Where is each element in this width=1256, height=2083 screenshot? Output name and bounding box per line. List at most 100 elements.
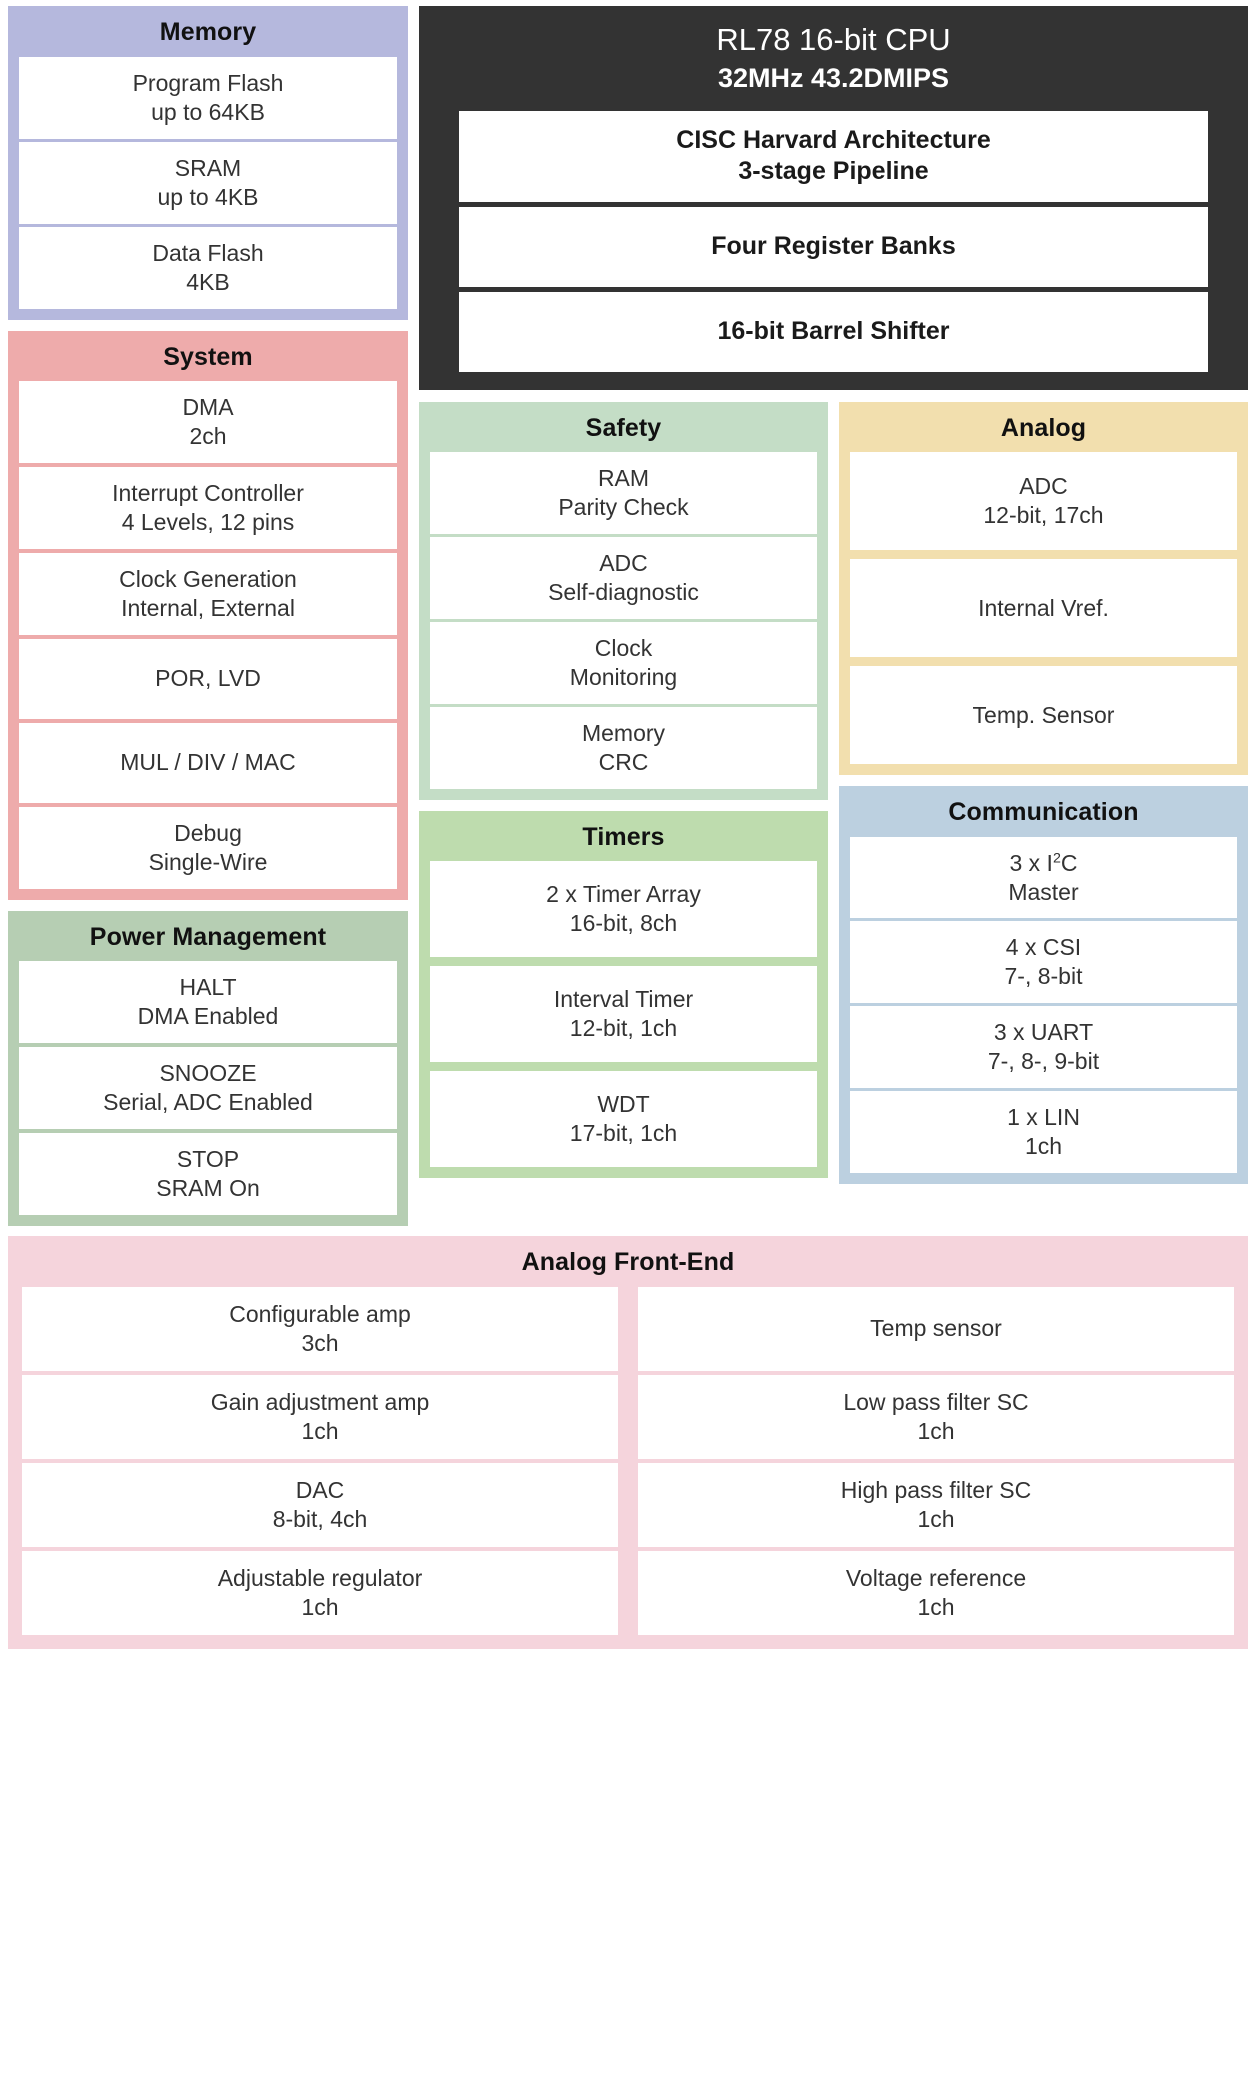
cpu-title-line2: 32MHz 43.2DMIPS (717, 62, 950, 93)
item-line1: Low pass filter SC (843, 1388, 1029, 1415)
system-block: System DMA 2ch Interrupt Controller 4 Le… (8, 330, 408, 900)
timers-block-title: Timers (582, 822, 665, 851)
afe-column-left: Configurable amp 3ch Gain adjustment amp… (22, 1286, 618, 1635)
communication-item-lin: 1 x LIN 1ch (850, 1091, 1237, 1174)
item-line2: Serial, ADC Enabled (103, 1089, 313, 1116)
item-line2: 2ch (189, 422, 227, 449)
item-line1: RAM (597, 465, 650, 492)
power-management-item-list: HALT DMA Enabled SNOOZE Serial, ADC Enab… (19, 961, 397, 1216)
analog-block: Analog ADC 12-bit, 17ch Internal Vref. T… (839, 401, 1248, 776)
item-line1: SNOOZE (159, 1060, 257, 1087)
item-line2: 1ch (917, 1593, 955, 1620)
timers-item-list: 2 x Timer Array 16-bit, 8ch Interval Tim… (430, 861, 817, 1168)
afe-item-temp-sensor: Temp sensor (638, 1286, 1234, 1371)
item-line1: 16-bit Barrel Shifter (717, 316, 950, 345)
system-item-list: DMA 2ch Interrupt Controller 4 Levels, 1… (19, 381, 397, 889)
item-line1: High pass filter SC (840, 1476, 1032, 1503)
item-line1: Debug (174, 819, 242, 846)
item-line1: Temp sensor (870, 1315, 1002, 1342)
system-item-debug: Debug Single-Wire (19, 806, 397, 889)
item-line1: Interrupt Controller (112, 479, 304, 506)
afe-item-configurable-amp: Configurable amp 3ch (22, 1286, 618, 1371)
timers-item-timer-array: 2 x Timer Array 16-bit, 8ch (430, 861, 817, 958)
afe-item-dac: DAC 8-bit, 4ch (22, 1462, 618, 1547)
item-line2: 12-bit, 17ch (983, 502, 1104, 529)
safety-item-memory-crc: Memory CRC (430, 706, 817, 789)
power-item-snooze: SNOOZE Serial, ADC Enabled (19, 1047, 397, 1130)
item-line1: 2 x Timer Array (546, 881, 701, 908)
analog-item-adc: ADC 12-bit, 17ch (850, 452, 1237, 551)
item-line2: 12-bit, 1ch (569, 1015, 678, 1042)
item-line2: 7-, 8-, 9-bit (987, 1048, 1100, 1075)
item-line1: Configurable amp (229, 1300, 411, 1327)
left-column: Memory Program Flash up to 64KB SRAM up … (8, 6, 408, 1227)
power-item-halt: HALT DMA Enabled (19, 961, 397, 1044)
item-line1: DAC (295, 1476, 345, 1503)
item-line1: 4 x CSI (1005, 934, 1082, 961)
communication-item-list: 3 x I2C Master 4 x CSI 7-, 8-bit 3 x UAR… (850, 836, 1237, 1174)
item-line2: Monitoring (569, 663, 678, 690)
afe-item-high-pass-filter: High pass filter SC 1ch (638, 1462, 1234, 1547)
analog-front-end-columns: Configurable amp 3ch Gain adjustment amp… (22, 1286, 1234, 1635)
item-line1: STOP (176, 1146, 240, 1173)
item-line1: Interval Timer (553, 986, 694, 1013)
item-line2: 1ch (917, 1417, 955, 1444)
item-line2: DMA Enabled (137, 1003, 279, 1030)
item-line2: 4 Levels, 12 pins (121, 508, 295, 535)
item-line1: ADC (599, 549, 648, 576)
rl78-block-diagram: Memory Program Flash up to 64KB SRAM up … (8, 6, 1248, 1649)
timers-item-interval-timer: Interval Timer 12-bit, 1ch (430, 966, 817, 1063)
analog-block-title: Analog (1000, 413, 1087, 442)
memory-item-list: Program Flash up to 64KB SRAM up to 4KB … (19, 56, 397, 309)
item-line2: 7-, 8-bit (1004, 963, 1083, 990)
item-line2: Single-Wire (148, 848, 268, 875)
system-item-clock-generation: Clock Generation Internal, External (19, 552, 397, 635)
analog-item-internal-vref: Internal Vref. (850, 559, 1237, 658)
safety-item-ram-parity-check: RAM Parity Check (430, 452, 817, 534)
item-line2: up to 4KB (157, 183, 259, 210)
system-item-dma: DMA 2ch (19, 381, 397, 463)
item-line1: WDT (597, 1091, 650, 1118)
item-line2: Parity Check (558, 494, 689, 520)
afe-item-gain-adjustment-amp: Gain adjustment amp 1ch (22, 1374, 618, 1459)
system-item-por-lvd: POR, LVD (19, 638, 397, 719)
item-line2: 1ch (301, 1417, 339, 1444)
item-line1: Program Flash (132, 69, 284, 96)
item-line1: Clock Generation (119, 565, 297, 592)
item-line1: Adjustable regulator (217, 1564, 423, 1591)
item-line1: Voltage reference (845, 1564, 1027, 1591)
peripheral-row-1: Safety RAM Parity Check ADC Self-diagnos… (419, 401, 1248, 1185)
cpu-item-register-banks: Four Register Banks (459, 206, 1208, 287)
item-line1: ADC (1019, 473, 1068, 500)
item-line2: 17-bit, 1ch (569, 1120, 678, 1147)
cpu-item-barrel-shifter: 16-bit Barrel Shifter (459, 291, 1208, 372)
safety-item-clock-monitoring: Clock Monitoring (430, 621, 817, 704)
memory-block: Memory Program Flash up to 64KB SRAM up … (8, 6, 408, 320)
item-line1: SRAM (174, 154, 242, 181)
communication-block-title: Communication (948, 798, 1139, 827)
item-line1: Gain adjustment amp (210, 1388, 430, 1415)
power-management-block-title: Power Management (89, 922, 327, 951)
item-line2: Internal, External (121, 594, 295, 621)
cpu-title-line1: RL78 16-bit CPU (716, 22, 951, 57)
item-line2: 4KB (186, 268, 230, 295)
item-line1: POR, LVD (155, 665, 261, 692)
item-line2: 3-stage Pipeline (738, 157, 929, 186)
communication-item-i2c: 3 x I2C Master (850, 836, 1237, 919)
timers-item-wdt: WDT 17-bit, 1ch (430, 1071, 817, 1168)
item-line2: 3ch (301, 1329, 339, 1356)
cpu-item-cisc-harvard: CISC Harvard Architecture 3-stage Pipeli… (459, 110, 1208, 202)
item-line2: up to 64KB (151, 98, 265, 125)
item-line1: DMA (182, 394, 234, 420)
afe-column-right: Temp sensor Low pass filter SC 1ch High … (638, 1286, 1234, 1635)
upper-region: Memory Program Flash up to 64KB SRAM up … (8, 6, 1248, 1227)
safety-item-adc-self-diagnostic: ADC Self-diagnostic (430, 536, 817, 619)
item-line1: 1 x LIN (1007, 1104, 1080, 1131)
right-column: RL78 16-bit CPU 32MHz 43.2DMIPS CISC Har… (419, 6, 1248, 1185)
cpu-block: RL78 16-bit CPU 32MHz 43.2DMIPS CISC Har… (419, 6, 1248, 390)
afe-item-low-pass-filter: Low pass filter SC 1ch (638, 1374, 1234, 1459)
afe-item-voltage-reference: Voltage reference 1ch (638, 1550, 1234, 1635)
memory-item-data-flash: Data Flash 4KB (19, 226, 397, 309)
system-item-interrupt-controller: Interrupt Controller 4 Levels, 12 pins (19, 466, 397, 549)
item-line2: 8-bit, 4ch (272, 1505, 368, 1532)
